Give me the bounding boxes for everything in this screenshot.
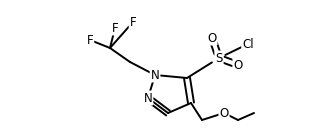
Text: O: O xyxy=(207,31,217,44)
Text: F: F xyxy=(87,34,93,47)
Text: F: F xyxy=(112,21,118,34)
Text: N: N xyxy=(151,69,159,82)
Text: F: F xyxy=(130,15,136,28)
Text: O: O xyxy=(234,58,243,72)
Text: Cl: Cl xyxy=(242,37,254,50)
Text: S: S xyxy=(215,51,223,64)
Text: O: O xyxy=(219,106,228,119)
Text: N: N xyxy=(144,92,152,105)
